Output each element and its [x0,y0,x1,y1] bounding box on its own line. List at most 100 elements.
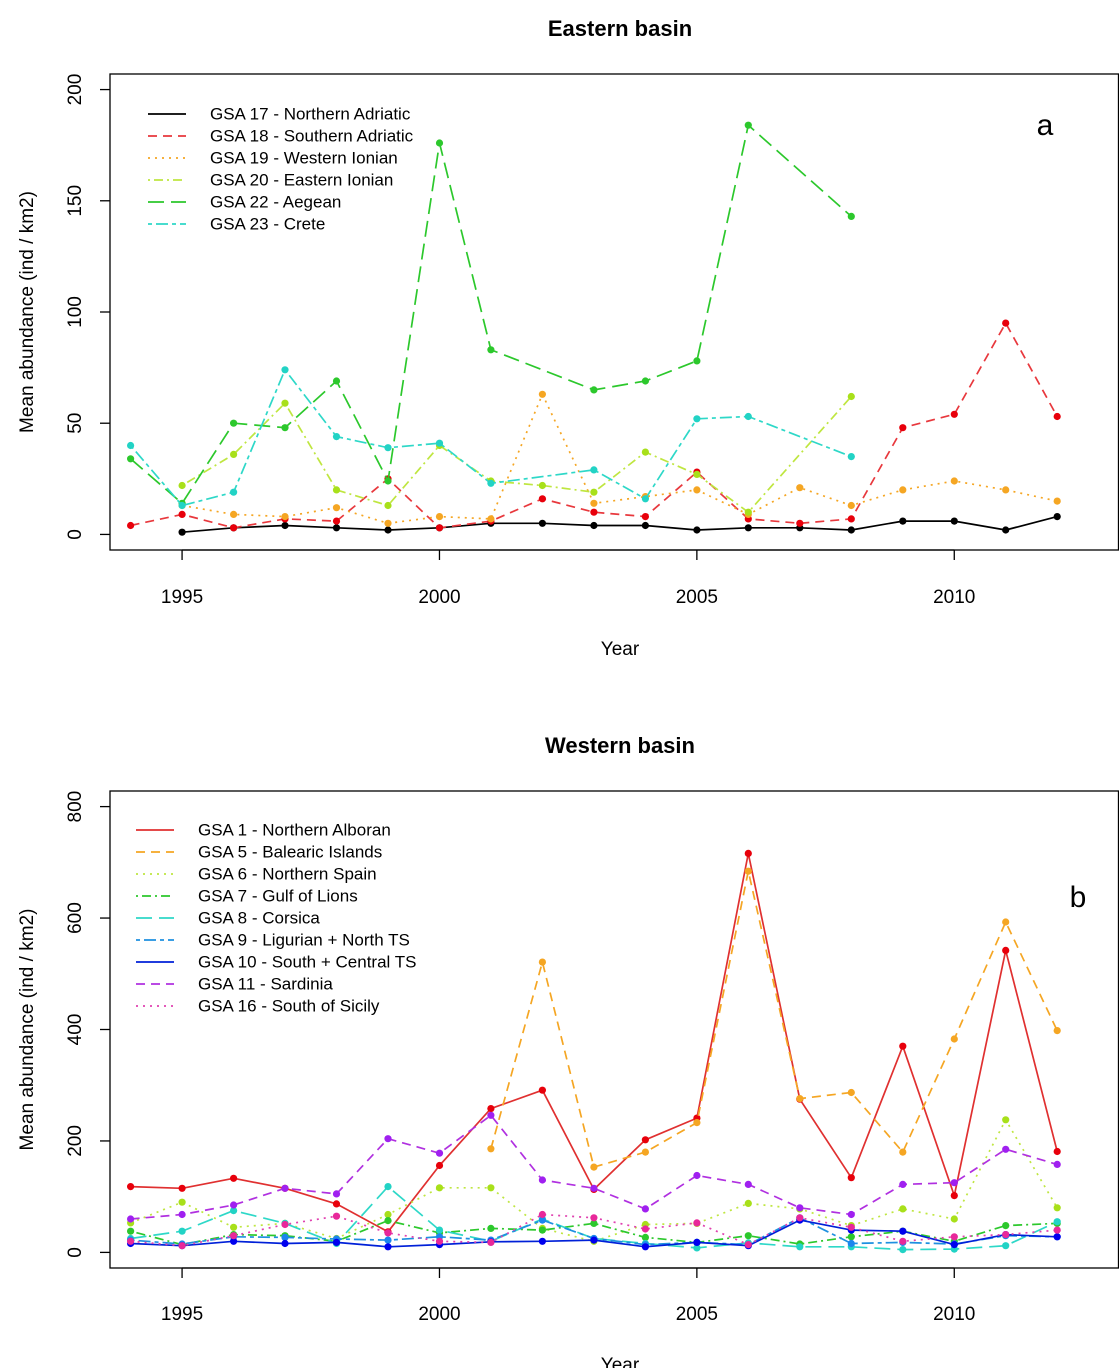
data-point [590,1184,598,1192]
y-axis-label: Mean abundance (ind / km2) [17,909,38,1151]
data-point [281,399,289,407]
legend-entry: GSA 8 - Corsica [198,908,320,927]
y-tick-label: 100 [65,296,86,328]
data-point [847,453,855,461]
data-point [487,1105,495,1113]
data-point [281,521,289,530]
data-point [590,386,598,394]
data-point [178,501,186,510]
data-point [127,1215,135,1223]
x-tick-label: 2005 [676,587,718,608]
data-point [384,1243,392,1251]
data-point [847,1088,855,1097]
data-point [487,1111,495,1119]
data-point [847,392,855,401]
series-line [490,870,1058,1168]
legend-entry: GSA 11 - Sardinia [198,974,333,993]
data-point [384,1229,392,1237]
y-tick-label: 600 [65,902,86,934]
data-point [538,1216,547,1224]
data-point [1002,918,1010,926]
data-point [538,390,547,398]
series-2 [487,867,1061,1171]
data-point [693,1171,701,1180]
data-point [1053,1204,1061,1212]
data-point [384,1210,392,1219]
data-point [1002,1242,1010,1250]
legend-entry: GSA 22 - Aegean [210,192,341,211]
y-tick-label: 200 [65,74,86,106]
data-point [435,1184,444,1192]
data-point [127,521,135,530]
x-tick-label: 2010 [933,587,975,608]
data-point [1002,1222,1010,1230]
y-tick-label: 0 [65,529,86,540]
data-point [693,470,701,478]
data-point [281,366,289,374]
series-8 [127,1111,1061,1223]
data-point [744,1199,752,1207]
data-point [1053,513,1061,521]
legend-entry: GSA 10 - South + Central TS [198,952,416,971]
data-point [384,501,392,510]
data-point [590,1163,598,1171]
data-point [230,524,238,532]
data-point [899,1148,907,1156]
data-point [487,346,495,354]
panel-label: a [1037,109,1054,142]
data-point [435,513,444,521]
data-point [693,1219,701,1227]
legend-entry: GSA 9 - Ligurian + North TS [198,930,410,949]
data-point [899,1246,907,1254]
data-point [384,526,392,534]
legend-entry: GSA 5 - Balearic Islands [198,842,382,861]
x-tick-label: 2010 [933,1304,975,1325]
data-point [332,517,341,525]
data-point [590,1219,598,1227]
data-point [744,524,752,532]
data-point [281,1239,289,1248]
data-point [590,1214,598,1222]
data-point [796,1204,804,1212]
data-point [744,412,752,421]
data-point [744,1180,752,1188]
data-point [127,1227,135,1235]
data-point [693,486,701,494]
data-point [1053,412,1061,421]
data-point [847,1223,855,1231]
data-point [178,1242,186,1250]
data-point [230,1237,238,1245]
data-point [847,526,855,534]
data-point [230,419,238,427]
data-point [693,526,701,534]
data-point [1053,1147,1061,1156]
y-tick-label: 200 [65,1125,86,1157]
y-tick-label: 400 [65,1014,86,1046]
data-point [590,508,598,516]
data-point [332,524,341,532]
data-point [744,508,752,516]
x-axis-label: Year [601,1355,640,1368]
data-point [1002,486,1010,494]
series-3 [178,390,1061,527]
data-point [178,1184,186,1192]
x-tick-label: 2005 [676,1304,718,1325]
data-point [796,1214,804,1222]
data-point [847,1239,855,1248]
data-point [641,448,650,456]
data-point [847,212,855,220]
y-tick-label: 0 [65,1247,86,1258]
data-point [487,1238,495,1246]
data-point [435,524,444,532]
data-point [487,1184,495,1192]
data-point [230,1201,238,1209]
legend-entry: GSA 18 - Southern Adriatic [210,126,414,145]
series-9 [127,1210,1061,1250]
data-point [796,519,804,527]
data-point [538,1210,547,1219]
data-point [899,1180,907,1188]
data-point [230,1174,238,1182]
data-point [538,1226,547,1234]
x-tick-label: 2000 [418,1304,460,1325]
data-point [693,1119,701,1127]
